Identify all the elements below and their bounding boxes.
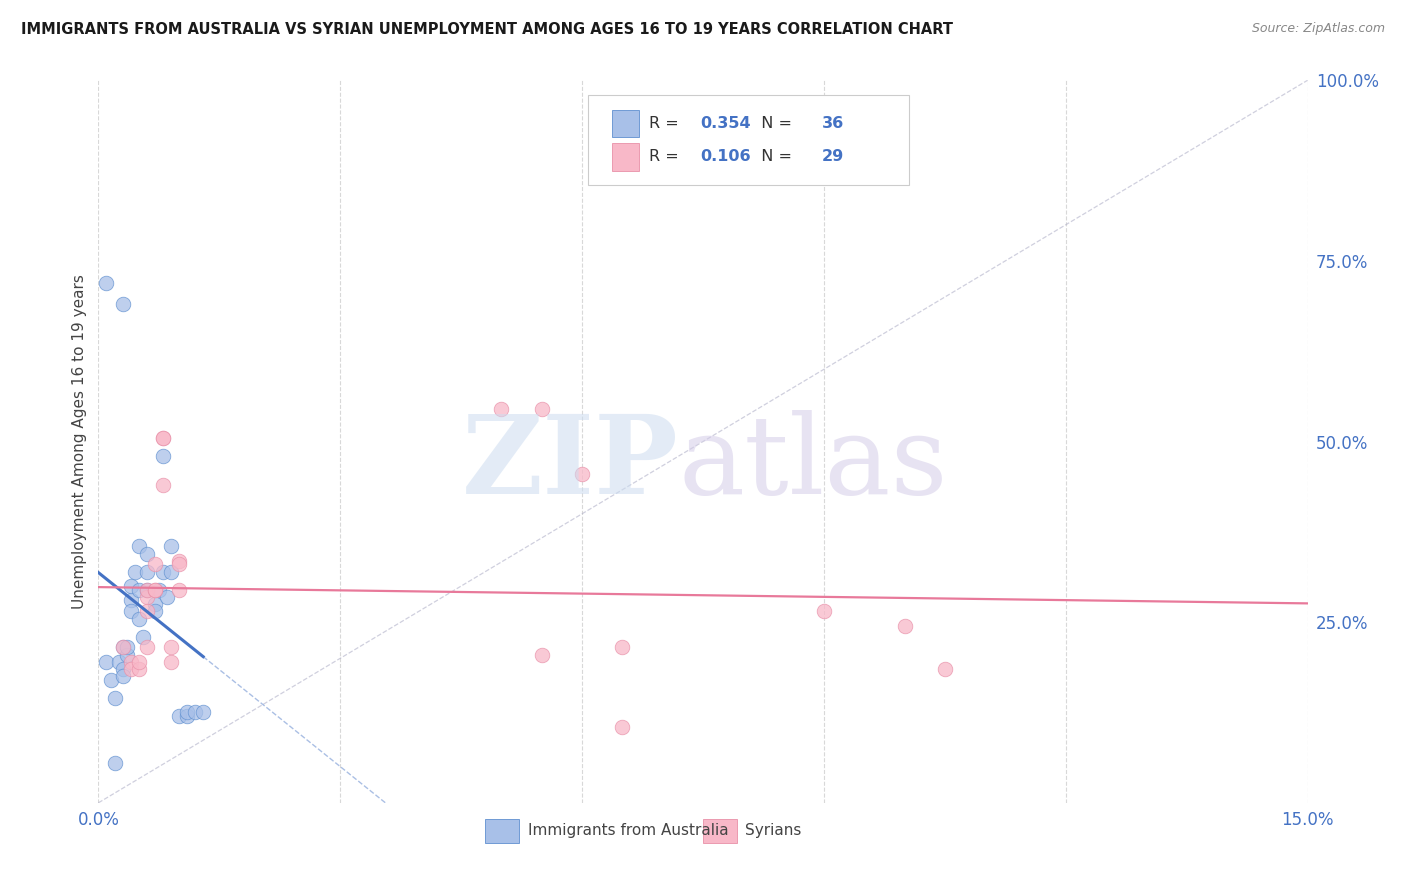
Text: 29: 29 bbox=[821, 149, 844, 163]
Point bbox=[100, 673, 122, 687]
Point bbox=[167, 709, 190, 723]
Point bbox=[160, 640, 183, 655]
Point bbox=[135, 604, 157, 618]
Point bbox=[143, 582, 166, 597]
Point bbox=[107, 655, 129, 669]
Point bbox=[491, 402, 513, 417]
Point bbox=[135, 590, 157, 604]
Point bbox=[135, 565, 157, 579]
Point bbox=[132, 630, 155, 644]
Point bbox=[530, 648, 553, 662]
Point bbox=[176, 709, 198, 723]
Point bbox=[128, 582, 150, 597]
Point bbox=[934, 662, 956, 676]
Text: 36: 36 bbox=[821, 116, 844, 131]
Point bbox=[152, 565, 174, 579]
Point bbox=[612, 720, 634, 734]
Point bbox=[120, 593, 142, 607]
Text: N =: N = bbox=[751, 116, 797, 131]
Text: 0.354: 0.354 bbox=[700, 116, 751, 131]
Point bbox=[160, 655, 183, 669]
Point bbox=[128, 655, 150, 669]
Text: atlas: atlas bbox=[679, 409, 949, 516]
Text: R =: R = bbox=[648, 149, 683, 163]
Point bbox=[530, 402, 553, 417]
Point bbox=[167, 554, 190, 568]
Point bbox=[111, 297, 134, 311]
Point bbox=[115, 640, 138, 655]
Point bbox=[128, 539, 150, 553]
Point bbox=[128, 662, 150, 676]
Point bbox=[135, 547, 157, 561]
Bar bbox=[485, 820, 519, 843]
Bar bbox=[613, 143, 638, 170]
Point bbox=[115, 648, 138, 662]
Point bbox=[143, 582, 166, 597]
Point bbox=[111, 669, 134, 683]
Point bbox=[96, 276, 118, 290]
Point bbox=[103, 691, 125, 706]
Point bbox=[813, 604, 835, 618]
Text: R =: R = bbox=[648, 116, 683, 131]
Point bbox=[893, 619, 915, 633]
Y-axis label: Unemployment Among Ages 16 to 19 years: Unemployment Among Ages 16 to 19 years bbox=[72, 274, 87, 609]
Text: Syrians: Syrians bbox=[745, 823, 801, 838]
Point bbox=[120, 604, 142, 618]
Point bbox=[152, 431, 174, 445]
Text: 0.106: 0.106 bbox=[700, 149, 751, 163]
Point bbox=[184, 706, 207, 720]
Text: IMMIGRANTS FROM AUSTRALIA VS SYRIAN UNEMPLOYMENT AMONG AGES 16 TO 19 YEARS CORRE: IMMIGRANTS FROM AUSTRALIA VS SYRIAN UNEM… bbox=[21, 22, 953, 37]
Point bbox=[176, 706, 198, 720]
Point bbox=[96, 655, 118, 669]
Point bbox=[152, 478, 174, 492]
Point bbox=[111, 640, 134, 655]
Point bbox=[111, 640, 134, 655]
Text: N =: N = bbox=[751, 149, 797, 163]
Point bbox=[120, 579, 142, 593]
Point bbox=[103, 756, 125, 770]
Point bbox=[571, 467, 593, 481]
Text: Immigrants from Australia: Immigrants from Australia bbox=[527, 823, 728, 838]
Text: Source: ZipAtlas.com: Source: ZipAtlas.com bbox=[1251, 22, 1385, 36]
Text: ZIP: ZIP bbox=[463, 409, 679, 516]
Point bbox=[135, 582, 157, 597]
Point bbox=[156, 590, 179, 604]
Point bbox=[111, 662, 134, 676]
Point bbox=[128, 611, 150, 625]
Bar bbox=[703, 820, 737, 843]
Point bbox=[193, 706, 215, 720]
Bar bbox=[613, 110, 638, 137]
Point bbox=[135, 582, 157, 597]
Point bbox=[152, 449, 174, 463]
Point bbox=[160, 539, 183, 553]
Point bbox=[152, 431, 174, 445]
Point bbox=[160, 565, 183, 579]
FancyBboxPatch shape bbox=[588, 95, 908, 185]
Point bbox=[148, 582, 170, 597]
Point bbox=[120, 655, 142, 669]
Point bbox=[124, 565, 146, 579]
Point bbox=[143, 597, 166, 611]
Point bbox=[143, 604, 166, 618]
Point bbox=[143, 558, 166, 572]
Point bbox=[135, 640, 157, 655]
Point bbox=[167, 558, 190, 572]
Point bbox=[167, 582, 190, 597]
Point bbox=[612, 640, 634, 655]
Point bbox=[120, 662, 142, 676]
